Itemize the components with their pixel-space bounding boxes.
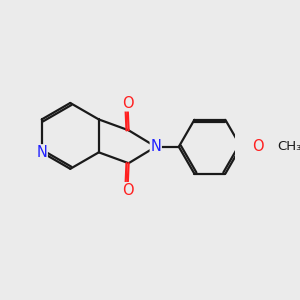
Text: CH₃: CH₃ [277,140,300,153]
Text: N: N [36,145,47,160]
Text: O: O [252,139,264,154]
Text: O: O [122,183,133,198]
Text: N: N [150,139,161,154]
Text: O: O [122,96,133,111]
